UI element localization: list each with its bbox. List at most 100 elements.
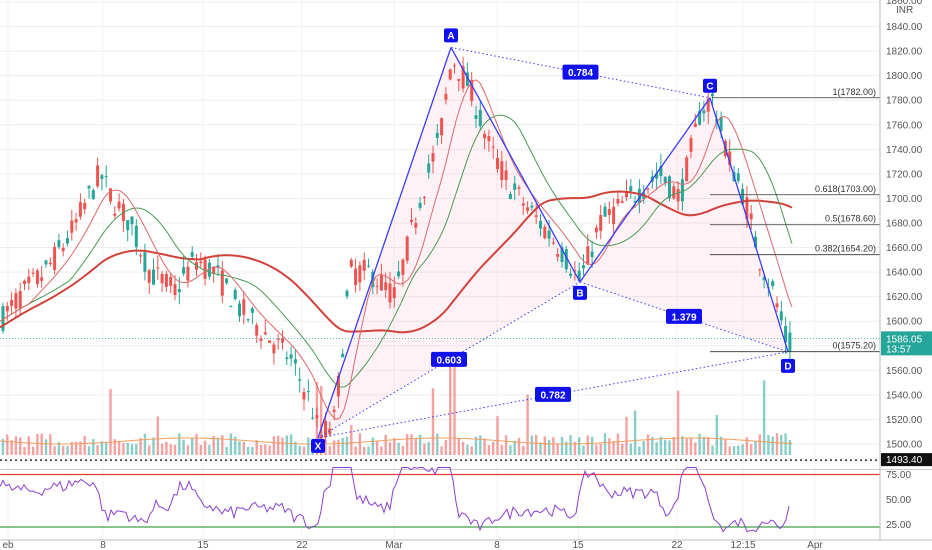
volume-bar: [234, 436, 237, 455]
volume-bar: [10, 440, 13, 455]
candle-body: [569, 273, 573, 276]
candle-body: [362, 259, 366, 271]
candle-body: [53, 246, 57, 270]
candle-body: [414, 223, 418, 228]
candle-body: [1, 306, 5, 332]
candle-body: [31, 272, 35, 274]
candle-body: [513, 183, 517, 190]
candle-body: [345, 290, 349, 297]
volume-bar: [44, 439, 48, 455]
volume-bar: [406, 434, 409, 455]
volume-bar: [27, 436, 30, 455]
leg-ab: [450, 47, 581, 283]
candle-body: [470, 79, 474, 102]
volume-bar: [522, 445, 525, 455]
rsi-tick-label: 25.00: [886, 520, 911, 531]
volume-bar: [410, 434, 413, 455]
volume-bar: [565, 441, 568, 455]
fib-label: 1(1782.00): [832, 87, 876, 97]
ma-slow: [0, 190, 793, 334]
harmonic-pattern[interactable]: X A B C D 0.784 0.603 1.379 0.782: [311, 28, 795, 453]
candle-body: [126, 220, 130, 231]
candle-body: [392, 287, 396, 299]
volume-bar: [328, 446, 331, 455]
candle-body: [685, 157, 689, 182]
candle-body: [23, 280, 26, 284]
volume-bar: [745, 437, 749, 455]
volume-bar: [53, 446, 56, 455]
volume-bar: [676, 390, 680, 455]
candle-body: [762, 277, 766, 281]
candle-body: [500, 161, 504, 181]
candle-body: [134, 225, 138, 247]
volume-bar: [642, 441, 645, 455]
candle-body: [199, 261, 203, 264]
candle-body: [10, 300, 14, 306]
volume-bar: [784, 433, 787, 455]
volume-bar: [139, 437, 142, 455]
candle-body: [276, 338, 280, 340]
volume-bar: [573, 441, 577, 455]
volume-bar: [358, 433, 362, 455]
fib-label: 0.618(1703.00): [815, 184, 876, 194]
point-label: X: [315, 441, 322, 452]
volume-bar: [31, 446, 35, 455]
volume-bar: [728, 446, 731, 455]
candle-body: [229, 306, 233, 308]
ratio-badge: [666, 308, 702, 324]
candle-body: [478, 109, 482, 127]
volume-bar: [191, 437, 194, 455]
candle-body: [616, 199, 620, 204]
candle-body: [139, 255, 143, 257]
candle-body: [560, 247, 564, 263]
volume-bar: [203, 440, 207, 455]
candle-body: [289, 354, 293, 359]
point-label: A: [447, 31, 454, 42]
candle-body: [250, 308, 254, 313]
candle-body: [444, 93, 448, 100]
candle-body: [547, 230, 551, 239]
grid: [0, 0, 880, 540]
volume-bar: [122, 443, 125, 455]
volume-bar: [384, 434, 387, 455]
volume-bar: [440, 446, 443, 455]
volume-bar: [289, 434, 293, 455]
volume-bar: [324, 439, 327, 455]
countdown-value: 13:57: [886, 344, 911, 355]
point-badge: [781, 358, 795, 373]
volume-bar: [302, 446, 306, 455]
ratio-label: 0.782: [535, 386, 571, 402]
candle-body: [784, 325, 788, 343]
ratio-badge: [431, 351, 467, 367]
volume-bar: [19, 437, 22, 455]
volume-bar: [762, 380, 766, 455]
volume-bar: [272, 436, 276, 455]
fib-levels[interactable]: 1(1782.00) 0.618(1703.00) 0.5(1678.60) 0.38…: [710, 87, 880, 353]
volume-bar: [418, 434, 422, 455]
candle-body: [74, 219, 78, 223]
level-price-value: 1493.40: [886, 455, 923, 466]
volume-bar: [702, 436, 706, 455]
candle-body: [263, 332, 267, 335]
volume-bar: [79, 441, 82, 455]
candle-body: [259, 338, 263, 341]
candle-body: [564, 249, 568, 270]
volume-bar: [178, 433, 181, 455]
candle-body: [160, 273, 164, 284]
rsi-tick-label: 50.00: [886, 495, 911, 506]
volume-bar: [401, 445, 405, 455]
volume-bar: [371, 437, 374, 455]
candle-body: [612, 206, 616, 225]
volume-bar: [672, 436, 675, 455]
volume-bar: [698, 433, 701, 455]
volume-bar: [780, 435, 783, 455]
candle-body: [130, 216, 134, 225]
level-price-bg: [881, 453, 932, 467]
candle-body: [427, 163, 431, 173]
volume-bar: [470, 446, 473, 455]
volume-bar: [36, 434, 39, 455]
time-tick-label: 22: [296, 540, 308, 550]
volume-bar: [199, 444, 202, 455]
